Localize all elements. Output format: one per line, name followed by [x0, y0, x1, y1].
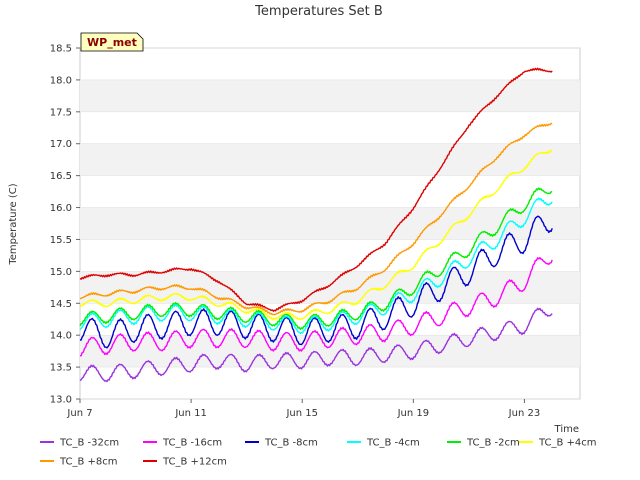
- x-axis: Jun 7 Jun 11 Jun 15 Jun 19 Jun 23: [66, 399, 540, 419]
- grid-band: [80, 79, 580, 112]
- y-tick-label: 18.5: [50, 44, 72, 55]
- series-line: [79, 67, 553, 312]
- y-axis-title: Temperature (C): [8, 183, 19, 265]
- y-tick-label: 16.5: [50, 171, 72, 182]
- series-line: [79, 187, 553, 330]
- x-axis-title: Time: [554, 424, 579, 435]
- site-label: WP_met: [87, 36, 137, 49]
- y-tick-label: 17.5: [50, 107, 72, 118]
- y-axis: 13.0 13.5 14.0 14.5 15.0 15.5 16.0 16.5 17.0 17.5…: [50, 44, 80, 406]
- x-tick-label: Jun 11: [174, 408, 207, 419]
- y-tick-label: 14.0: [50, 331, 72, 342]
- legend-label: TC_B -8cm: [264, 438, 318, 449]
- grid-band: [80, 207, 580, 240]
- legend-label: TC_B -32cm: [59, 438, 119, 449]
- x-tick-label: Jun 19: [397, 408, 430, 419]
- series-line: [79, 122, 553, 316]
- series-line: [79, 149, 553, 321]
- legend-label: TC_B +12cm: [162, 457, 227, 468]
- legend-label: TC_B -2cm: [466, 438, 520, 449]
- series-lines: [79, 67, 553, 383]
- y-tick-label: 17.0: [50, 139, 72, 150]
- legend-label: TC_B +4cm: [538, 438, 597, 449]
- legend-label: TC_B -4cm: [366, 438, 420, 449]
- site-badge: WP_met: [80, 32, 144, 52]
- legend-label: TC_B +8cm: [59, 457, 118, 468]
- x-tick-label: Jun 23: [508, 408, 541, 419]
- y-tick-label: 15.5: [50, 235, 72, 246]
- series-line: [79, 197, 553, 335]
- x-tick-label: Jun 15: [285, 408, 318, 419]
- series-line: [79, 307, 553, 383]
- x-tick-label: Jun 7: [66, 408, 92, 419]
- y-tick-label: 15.0: [50, 267, 72, 278]
- chart-title: Temperatures Set B: [254, 4, 383, 19]
- legend-label: TC_B -16cm: [162, 438, 222, 449]
- series-line: [79, 257, 553, 357]
- y-tick-label: 14.5: [50, 299, 72, 310]
- y-tick-label: 13.5: [50, 363, 72, 374]
- grid-band: [80, 271, 580, 304]
- series-line: [80, 215, 553, 349]
- y-tick-label: 16.0: [50, 203, 72, 214]
- y-tick-label: 13.0: [50, 395, 72, 406]
- y-tick-label: 18.0: [50, 75, 72, 86]
- legend: TC_B -32cm TC_B -16cm TC_B -8cm TC_B -4cm TC…: [40, 438, 597, 468]
